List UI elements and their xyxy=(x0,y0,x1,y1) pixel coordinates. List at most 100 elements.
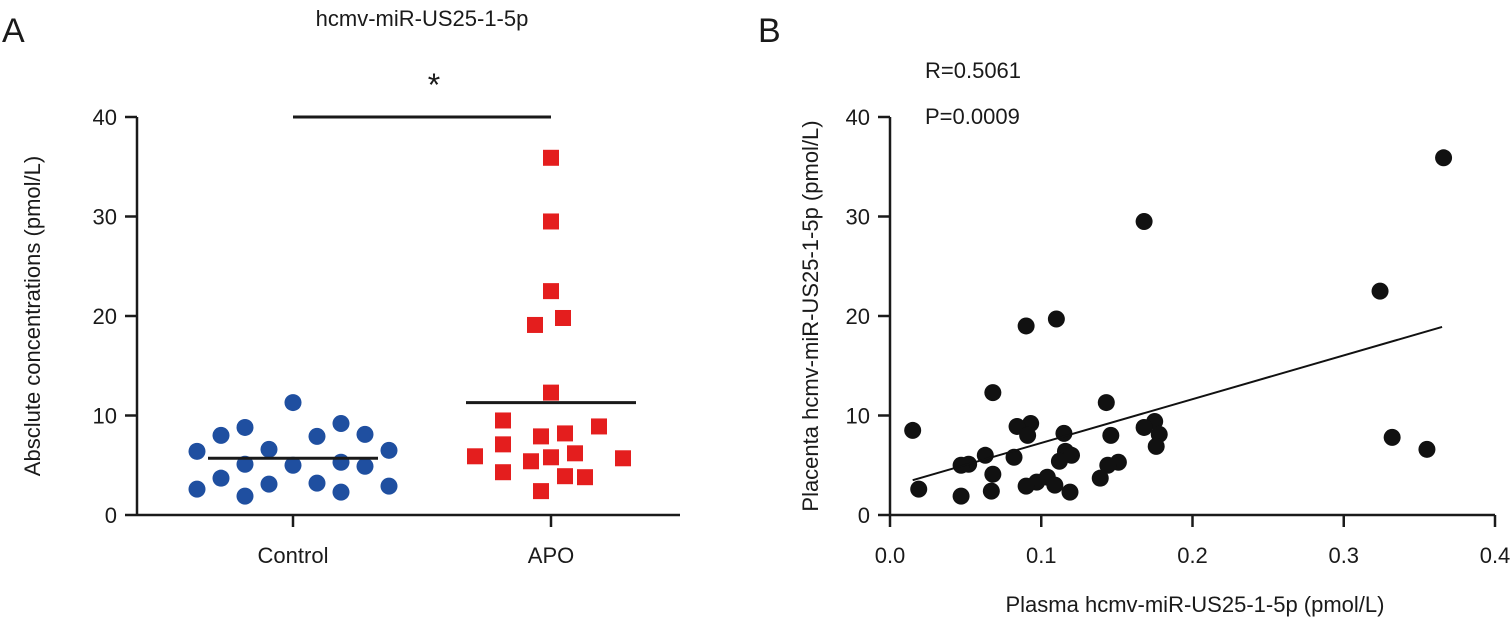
panel-a-points xyxy=(188,149,631,505)
control-data-point xyxy=(356,457,374,475)
scatter-point xyxy=(1097,394,1115,412)
panel-b-regression-line xyxy=(912,325,1443,482)
panel-a-y-tick-label: 40 xyxy=(93,105,117,130)
scatter-point xyxy=(1047,310,1065,328)
control-data-point xyxy=(332,483,350,501)
control-data-point xyxy=(284,456,302,474)
control-data-point xyxy=(212,469,230,487)
scatter-point xyxy=(1435,149,1453,167)
apo-data-point xyxy=(533,428,549,445)
panel-b-y-ticks: 0 10 20 30 40 xyxy=(846,105,890,528)
panel-b-y-tick-label: 0 xyxy=(858,503,870,528)
panel-b-y-tick-label: 30 xyxy=(846,205,870,230)
scatter-point xyxy=(1102,426,1120,444)
control-data-point xyxy=(284,394,302,412)
significance-annotation: * xyxy=(293,67,551,119)
scatter-point xyxy=(984,384,1002,402)
scatter-point xyxy=(904,421,922,439)
scatter-point xyxy=(1019,426,1037,444)
control-data-point xyxy=(380,441,398,459)
panel-b-y-axis-label: Placenta hcmv-miR-US25-1-5p (pmol/L) xyxy=(798,120,823,511)
scatter-point xyxy=(1135,212,1153,230)
control-data-point xyxy=(356,425,374,443)
panel-b-x-axis-label: Plasma hcmv-miR-US25-1-5p (pmol/L) xyxy=(1006,592,1385,617)
scatter-point xyxy=(1050,452,1068,470)
apo-data-point xyxy=(495,412,511,429)
panel-a-x-tick-label: APO xyxy=(528,543,574,568)
apo-data-point xyxy=(615,450,631,467)
panel-a-y-tick-label: 0 xyxy=(105,503,117,528)
panel-a-y-tick-label: 10 xyxy=(93,404,117,429)
panel-a-y-ticks: 0 10 20 30 40 xyxy=(93,105,137,528)
scatter-point xyxy=(982,482,1000,500)
scatter-point xyxy=(1055,424,1073,442)
correlation-r-annotation: R=0.5061 xyxy=(925,58,1021,83)
scatter-point xyxy=(1371,282,1389,300)
scatter-point xyxy=(1099,456,1117,474)
panel-label-a: A xyxy=(2,12,25,50)
panel-a-y-tick-label: 30 xyxy=(93,205,117,230)
panel-a-x-ticks: Control APO xyxy=(258,515,574,568)
control-data-point xyxy=(212,426,230,444)
panel-a-dot-plot: hcmv-miR-US25-1-5p Absclute concentratio… xyxy=(20,6,680,568)
scatter-point xyxy=(952,487,970,505)
control-data-point xyxy=(308,474,326,492)
apo-data-point xyxy=(495,436,511,453)
control-data-point xyxy=(236,418,254,436)
panel-b-points xyxy=(904,149,1453,505)
scatter-point xyxy=(1046,476,1064,494)
control-data-point xyxy=(236,487,254,505)
apo-data-point xyxy=(523,453,539,470)
control-data-point xyxy=(260,440,278,458)
panel-b-y-tick-label: 40 xyxy=(846,105,870,130)
apo-data-point xyxy=(543,213,559,230)
scatter-point xyxy=(1061,483,1079,501)
apo-data-point xyxy=(495,464,511,481)
control-data-point xyxy=(332,453,350,471)
panel-a-x-tick-label: Control xyxy=(258,543,329,568)
scatter-point xyxy=(1147,437,1165,455)
apo-data-point xyxy=(533,483,549,500)
control-data-point xyxy=(332,414,350,432)
control-data-point xyxy=(188,480,206,498)
apo-data-point xyxy=(527,316,543,333)
control-data-point xyxy=(188,442,206,460)
apo-data-point xyxy=(577,469,593,486)
panel-b-x-tick-label: 0.0 xyxy=(875,543,906,568)
panel-a-mean-lines xyxy=(208,401,636,460)
apo-data-point xyxy=(543,149,559,166)
panel-a-y-axis-label: Absclute concentrations (pmol/L) xyxy=(20,156,45,476)
panel-b-x-tick-label: 0.1 xyxy=(1026,543,1057,568)
p-value-annotation: P=0.0009 xyxy=(925,104,1020,129)
panel-b-y-tick-label: 20 xyxy=(846,304,870,329)
scatter-point xyxy=(1017,477,1035,495)
control-data-point xyxy=(380,477,398,495)
panel-b-x-ticks: 0.0 0.1 0.2 0.3 0.4 xyxy=(875,515,1511,568)
control-data-point xyxy=(260,475,278,493)
scatter-point xyxy=(1091,469,1109,487)
control-data-point xyxy=(308,427,326,445)
panel-a-y-tick-label: 20 xyxy=(93,304,117,329)
apo-data-point xyxy=(557,425,573,442)
apo-data-point xyxy=(543,384,559,401)
panel-b-x-tick-label: 0.2 xyxy=(1177,543,1208,568)
scatter-point xyxy=(1418,440,1436,458)
apo-data-point xyxy=(555,309,571,326)
panel-label-b: B xyxy=(758,12,781,50)
scatter-point xyxy=(984,465,1002,483)
scatter-point xyxy=(1383,428,1401,446)
panel-b-scatter-plot: Placenta hcmv-miR-US25-1-5p (pmol/L) Pla… xyxy=(798,58,1510,617)
control-data-point xyxy=(236,455,254,473)
regression-line xyxy=(912,325,1443,482)
apo-data-point xyxy=(543,283,559,300)
scatter-point xyxy=(1017,317,1035,335)
apo-data-point xyxy=(467,448,483,465)
panel-b-x-tick-label: 0.4 xyxy=(1480,543,1511,568)
panel-a-title: hcmv-miR-US25-1-5p xyxy=(316,6,529,31)
scatter-point xyxy=(910,480,928,498)
apo-data-point xyxy=(591,418,607,435)
panel-b-x-tick-label: 0.3 xyxy=(1328,543,1359,568)
apo-data-point xyxy=(557,468,573,485)
significance-star: * xyxy=(428,67,440,103)
